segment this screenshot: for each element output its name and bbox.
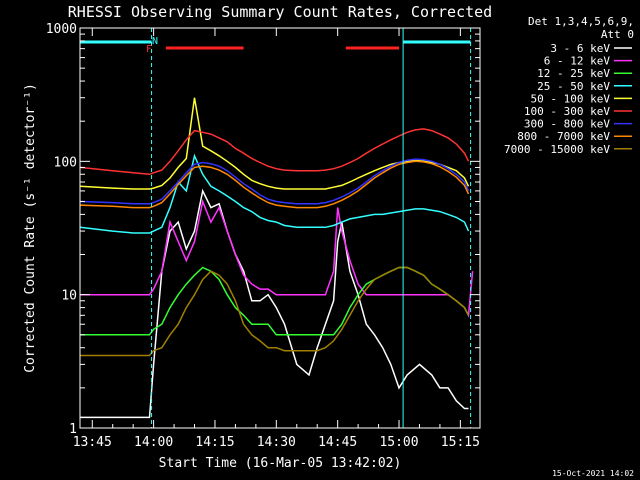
x-tick-label-1: 14:00 (134, 435, 173, 450)
legend-label-2: 12 - 25 keV (537, 67, 610, 80)
x-tick-label-5: 15:00 (379, 435, 418, 450)
series-layer (79, 97, 474, 419)
flare-flag-label: F (146, 44, 152, 55)
legend-label-5: 100 - 300 keV (524, 105, 610, 118)
x-tick-label-3: 14:30 (257, 435, 296, 450)
series-line-4 (79, 97, 470, 190)
y-tick-label-2: 100 (54, 155, 77, 170)
legend-label-0: 3 - 6 keV (550, 42, 610, 55)
legend-label-4: 50 - 100 keV (531, 92, 611, 105)
x-tick-label-0: 13:45 (73, 435, 112, 450)
series-line-1 (80, 198, 474, 318)
legend-label-6: 300 - 800 keV (524, 118, 610, 131)
y-tick-label-3: 1000 (46, 22, 77, 37)
legend-header-line-2: Att 0 (601, 28, 634, 41)
series-line-6 (79, 158, 470, 205)
x-tick-label-6: 15:15 (441, 435, 480, 450)
legend-label-1: 6 - 12 keV (544, 55, 611, 68)
x-axis-label: Start Time (16-Mar-05 13:42:02) (159, 456, 402, 471)
series-line-5 (79, 128, 470, 176)
series-line-8 (80, 266, 470, 357)
x-tick-label-2: 14:15 (195, 435, 234, 450)
x-tick-label-4: 14:45 (318, 435, 357, 450)
series-line-0 (80, 188, 469, 419)
legend-label-3: 25 - 50 keV (537, 80, 610, 93)
axis-layer: 13:45 14:00 14:15 14:30 14:45 15:00 15:15 1 10 10… (46, 22, 480, 450)
plot-frame (79, 27, 481, 429)
y-tick-label-1: 10 (61, 289, 77, 304)
night-flag-label: N (152, 36, 158, 47)
y-axis-label: Corrected Count Rate (s⁻¹ detector⁻¹) (23, 83, 38, 373)
legend-label-7: 800 - 7000 keV (517, 130, 610, 143)
chart-title: RHESSI Observing Summary Count Rates, Co… (68, 3, 492, 21)
footer-date: 15-Oct-2021 14:02 (552, 469, 634, 478)
series-line-7 (79, 160, 470, 209)
legend-header-line-1: Det 1,3,4,5,6,9, (528, 15, 634, 28)
legend-label-8: 7000 - 15000 keV (504, 143, 610, 156)
y-tick-label-0: 1 (69, 422, 77, 437)
